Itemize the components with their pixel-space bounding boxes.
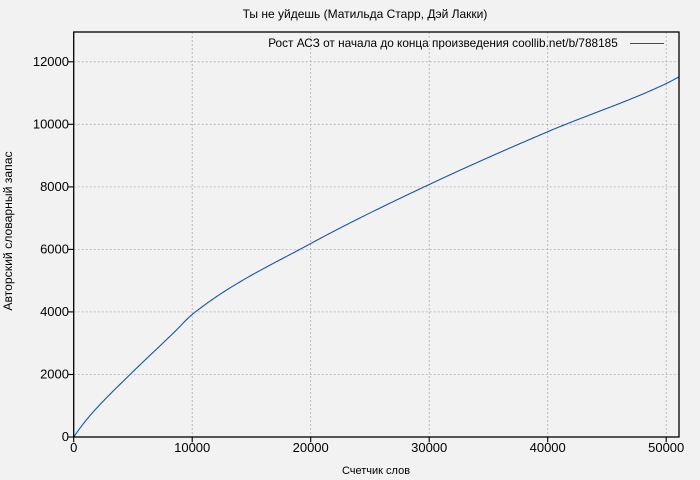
svg-text:Ты не уйдешь (Матильда Старр,: Ты не уйдешь (Матильда Старр, Дэй Лакки)	[243, 7, 488, 21]
svg-text:40000: 40000	[530, 440, 566, 455]
svg-text:20000: 20000	[293, 440, 329, 455]
svg-text:4000: 4000	[40, 304, 69, 319]
svg-text:10000: 10000	[174, 440, 210, 455]
svg-text:0: 0	[62, 429, 69, 444]
svg-text:30000: 30000	[411, 440, 447, 455]
svg-text:10000: 10000	[33, 116, 69, 131]
svg-text:6000: 6000	[40, 241, 69, 256]
svg-text:50000: 50000	[648, 440, 684, 455]
svg-text:Счетчик слов: Счетчик слов	[342, 465, 410, 477]
svg-text:2000: 2000	[40, 367, 69, 382]
svg-text:12000: 12000	[33, 54, 69, 69]
svg-text:8000: 8000	[40, 179, 69, 194]
svg-text:Рост АСЗ от начала до конца пр: Рост АСЗ от начала до конца произведения…	[268, 36, 618, 50]
svg-text:Авторский словарный запас: Авторский словарный запас	[1, 151, 15, 310]
svg-text:0: 0	[70, 440, 77, 455]
